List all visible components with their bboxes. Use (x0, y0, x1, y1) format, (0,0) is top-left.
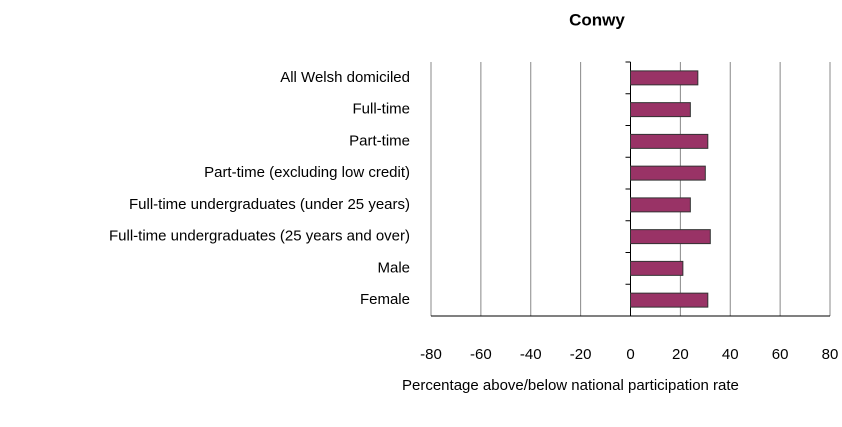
y-tick-label: Female (360, 291, 410, 308)
bar (630, 197, 691, 213)
y-tick-label: Male (377, 259, 410, 276)
bar (630, 165, 706, 181)
chart-title: Conwy (569, 10, 625, 29)
y-tick-label: Part-time (excluding low credit) (204, 164, 410, 181)
y-tick-label: Full-time undergraduates (under 25 years… (129, 196, 410, 213)
x-tick-label: -60 (470, 346, 492, 363)
x-tick-label: 80 (822, 346, 839, 363)
x-tick-label: -40 (520, 346, 542, 363)
y-tick-label: Full-time undergraduates (25 years and o… (109, 228, 410, 245)
x-tick-label: -20 (570, 346, 592, 363)
bar (630, 229, 711, 245)
x-tick-label: 60 (772, 346, 789, 363)
bar (630, 133, 709, 149)
bar (630, 260, 684, 276)
x-tick-label: 20 (672, 346, 689, 363)
y-tick-label: Part-time (349, 132, 410, 149)
x-tick-label: -80 (420, 346, 442, 363)
y-tick-label: All Welsh domiciled (280, 69, 410, 86)
x-axis-label: Percentage above/below national particip… (402, 377, 739, 394)
x-tick-label: 0 (626, 346, 634, 363)
bar (630, 292, 709, 308)
bar (630, 70, 699, 86)
bar (630, 102, 691, 118)
x-tick-label: 40 (722, 346, 739, 363)
y-tick-label: Full-time (352, 101, 410, 118)
